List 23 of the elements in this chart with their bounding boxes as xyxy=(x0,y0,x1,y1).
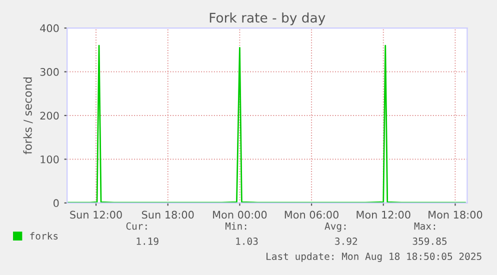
text: 359.85 xyxy=(412,238,447,245)
y-tick-label: 400 xyxy=(40,24,59,32)
text: Avg: xyxy=(324,222,346,232)
legend-label: forks xyxy=(30,232,58,240)
y-tick-label: 200 xyxy=(40,112,59,120)
text: Cur: xyxy=(126,222,147,230)
text: Last update: Mon Aug 18 18:50:05 2025 xyxy=(266,252,482,262)
text: Min: xyxy=(225,222,246,230)
text: 1.19 xyxy=(136,238,158,245)
y-axis-title: forks / second xyxy=(23,78,33,154)
text: 3.92 xyxy=(335,238,358,245)
x-tick-label: Mon 18:00 xyxy=(428,210,482,219)
text: 1.03 xyxy=(236,238,258,245)
x-tick-label: Mon 12:00 xyxy=(356,210,410,219)
x-tick-label: Mon 00:00 xyxy=(213,210,267,219)
y-tick-label: 0 xyxy=(54,199,59,208)
y-tick-label: 100 xyxy=(40,155,59,164)
x-tick-label: Sun 18:00 xyxy=(142,210,194,219)
text: Max: xyxy=(414,222,436,230)
chart-title: Fork rate - by day xyxy=(210,12,326,26)
x-tick-label: Sun 12:00 xyxy=(70,210,122,219)
x-tick-label: Mon 06:00 xyxy=(284,210,338,219)
y-tick-label: 300 xyxy=(40,68,59,76)
